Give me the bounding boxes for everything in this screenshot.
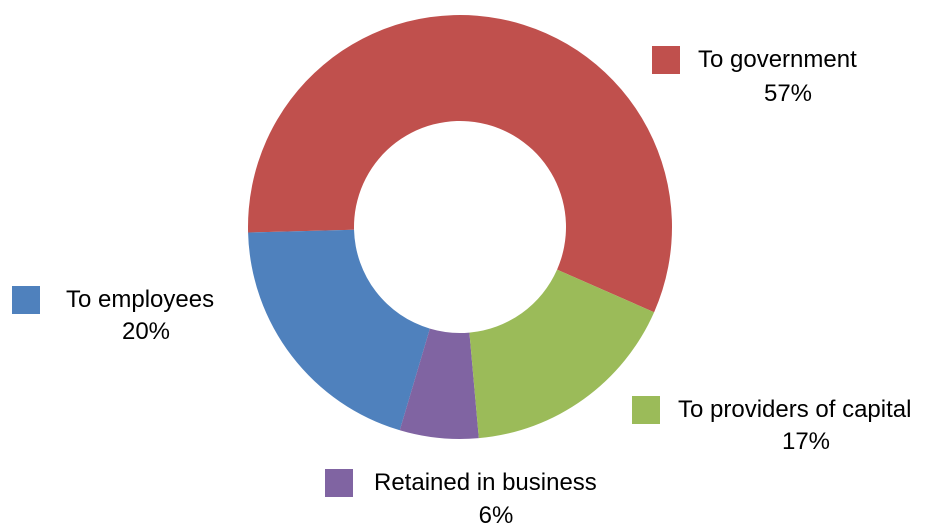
slice-value-retained-in-business: 6% (479, 502, 514, 524)
slice-retained-in-business (399, 328, 479, 439)
slice-value-to-providers-of-capital: 17% (782, 428, 830, 455)
slice-to-employees (248, 229, 430, 431)
slice-to-government (248, 15, 673, 313)
slice-value-to-government: 57% (764, 80, 812, 107)
labels-group: To government 57% To employees 20% Retained … (12, 46, 911, 524)
slice-label-to-providers-of-capital: To providers of capital (678, 396, 911, 423)
slice-label-retained-in-business: Retained in business (374, 469, 597, 496)
legend-swatch-retained-in-business (325, 469, 353, 497)
slices-group (248, 15, 673, 439)
slice-label-to-government: To government (698, 46, 857, 73)
slice-label-to-employees: To employees (66, 286, 214, 313)
legend-swatch-to-employees (12, 286, 40, 314)
slice-value-to-employees: 20% (122, 318, 170, 345)
legend-swatch-to-government (652, 46, 680, 74)
slice-to-providers-of-capital (469, 269, 655, 439)
legend-swatch-to-providers-of-capital (632, 396, 660, 424)
